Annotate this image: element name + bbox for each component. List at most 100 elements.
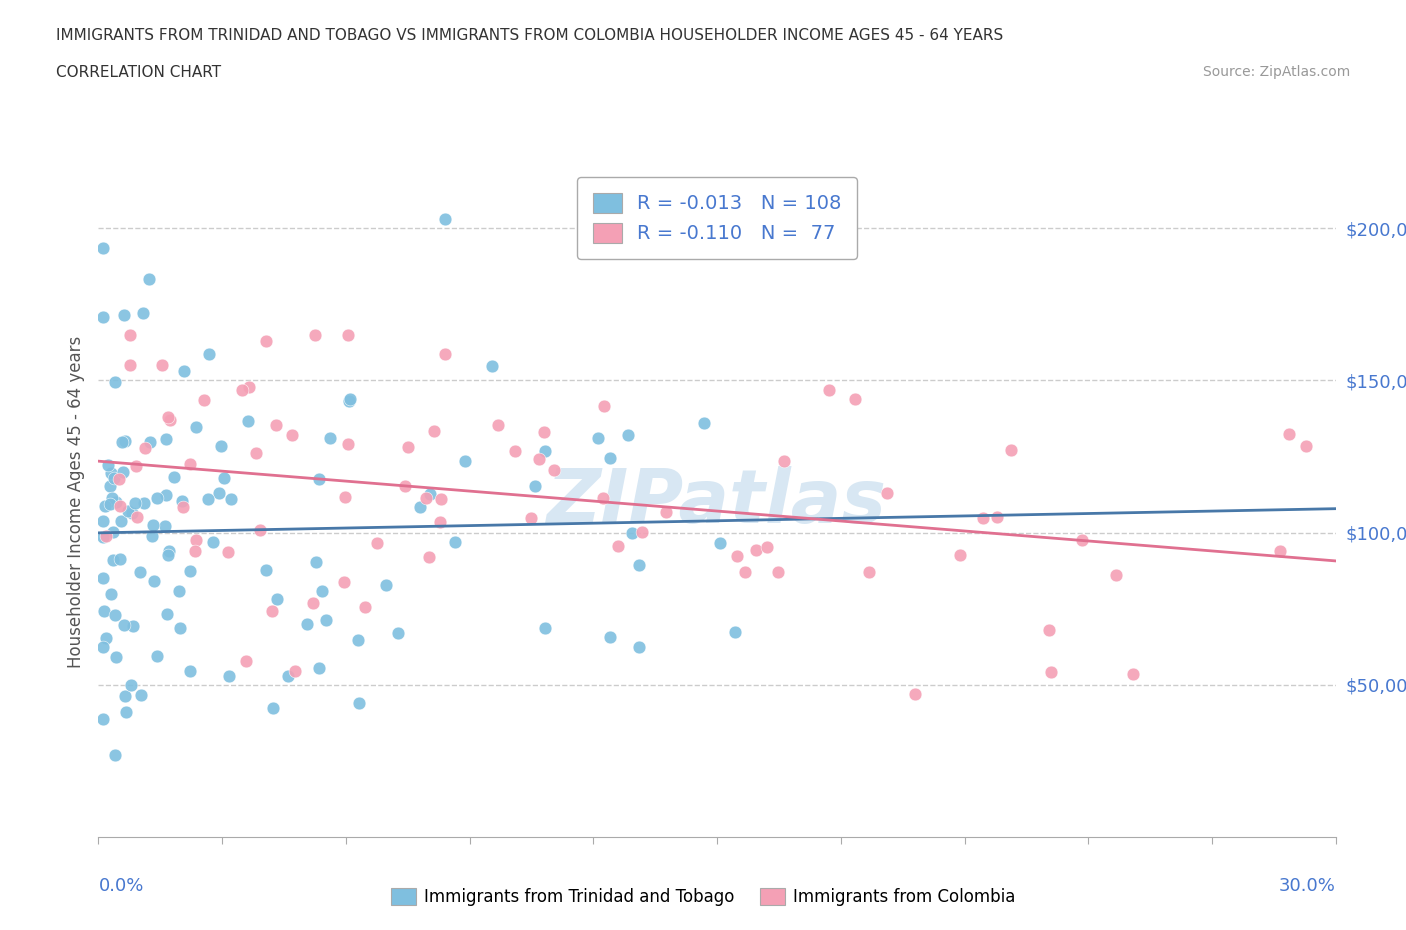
Point [100, 466, 122, 481]
Point [527, 452, 550, 467]
Point [617, 428, 640, 443]
Point [100, 587, 122, 602]
Point [104, 747, 127, 762]
Point [481, 358, 503, 373]
Point [112, 618, 135, 633]
Point [1278, 427, 1301, 442]
Point [433, 212, 456, 227]
Point [91, 310, 114, 325]
Point [94, 631, 117, 645]
Point [986, 510, 1008, 525]
Point [396, 439, 419, 454]
Point [1268, 544, 1291, 559]
Point [184, 543, 207, 558]
Text: Source: ZipAtlas.com: Source: ZipAtlas.com [1202, 65, 1350, 79]
Point [972, 511, 994, 525]
Point [179, 663, 201, 678]
Point [122, 618, 145, 633]
Point [266, 591, 288, 606]
Point [1071, 533, 1094, 548]
Point [235, 654, 257, 669]
Point [104, 608, 127, 623]
Point [155, 432, 177, 446]
Point [197, 492, 219, 507]
Point [91, 571, 114, 586]
Point [295, 617, 318, 631]
Point [709, 536, 731, 551]
Text: ZIPatlas: ZIPatlas [547, 466, 887, 538]
Point [132, 306, 155, 321]
Point [366, 535, 388, 550]
Point [142, 574, 165, 589]
Point [429, 514, 451, 529]
Point [104, 374, 127, 389]
Point [208, 485, 231, 500]
Point [486, 418, 509, 432]
Point [724, 625, 747, 640]
Point [858, 565, 880, 579]
Point [91, 514, 114, 529]
Point [134, 440, 156, 455]
Point [254, 563, 277, 578]
Point [124, 496, 146, 511]
Point [876, 485, 898, 500]
Point [418, 549, 440, 564]
Point [305, 554, 328, 569]
Point [430, 492, 453, 507]
Point [93, 529, 115, 544]
Point [301, 596, 323, 611]
Point [125, 510, 148, 525]
Point [193, 392, 215, 407]
Point [415, 491, 437, 506]
Point [534, 621, 557, 636]
Point [818, 382, 841, 397]
Point [184, 533, 207, 548]
Point [217, 545, 239, 560]
Point [422, 424, 444, 439]
Point [454, 454, 477, 469]
Point [179, 564, 201, 578]
Point [339, 392, 361, 406]
Point [375, 578, 398, 592]
Text: IMMIGRANTS FROM TRINIDAD AND TOBAGO VS IMMIGRANTS FROM COLOMBIA HOUSEHOLDER INCO: IMMIGRANTS FROM TRINIDAD AND TOBAGO VS I… [56, 28, 1004, 43]
Point [150, 358, 173, 373]
Point [628, 640, 651, 655]
Point [145, 491, 167, 506]
Point [433, 346, 456, 361]
Point [98, 497, 121, 512]
Point [159, 413, 181, 428]
Point [97, 458, 120, 472]
Point [132, 496, 155, 511]
Point [218, 669, 240, 684]
Legend: R = -0.013   N = 108, R = -0.110   N =  77: R = -0.013 N = 108, R = -0.110 N = 77 [576, 177, 858, 259]
Point [201, 534, 224, 549]
Point [347, 696, 370, 711]
Point [315, 613, 337, 628]
Point [630, 525, 652, 540]
Point [319, 431, 342, 445]
Point [91, 240, 114, 255]
Point [606, 538, 628, 553]
Point [98, 479, 121, 494]
Point [277, 668, 299, 683]
Point [179, 457, 201, 472]
Point [1038, 622, 1060, 637]
Legend: Immigrants from Trinidad and Tobago, Immigrants from Colombia: Immigrants from Trinidad and Tobago, Imm… [384, 881, 1022, 912]
Point [524, 479, 547, 494]
Point [262, 701, 284, 716]
Point [333, 490, 356, 505]
Point [172, 500, 194, 515]
Point [118, 327, 141, 342]
Point [337, 327, 360, 342]
Point [308, 661, 330, 676]
Point [766, 565, 789, 579]
Point [115, 705, 138, 720]
Point [655, 504, 678, 519]
Point [354, 599, 377, 614]
Point [156, 606, 179, 621]
Point [238, 379, 260, 394]
Point [105, 649, 128, 664]
Point [101, 490, 124, 505]
Point [734, 565, 756, 579]
Point [157, 544, 180, 559]
